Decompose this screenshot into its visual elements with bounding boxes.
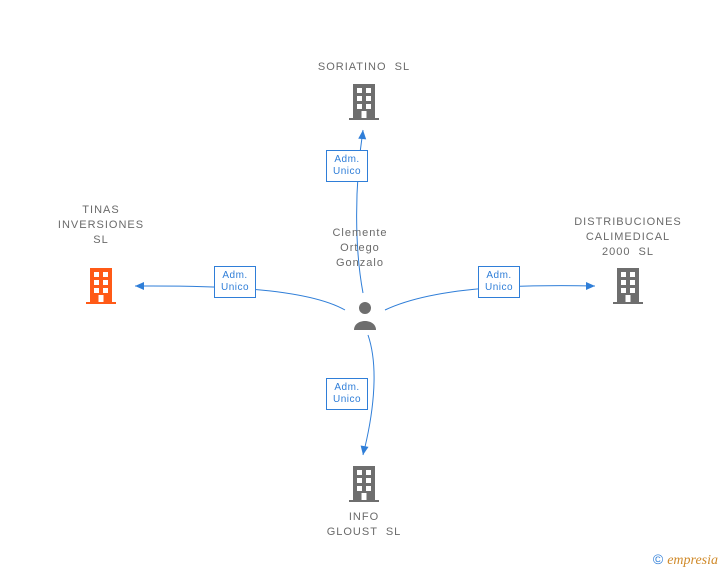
edge-label: Adm. Unico <box>326 150 368 182</box>
edge-arrow-icon <box>586 282 595 290</box>
building-icon <box>347 464 381 502</box>
company-label: TINAS INVERSIONES SL <box>21 203 181 248</box>
company-label: INFO GLOUST SL <box>284 510 444 540</box>
company-label: DISTRIBUCIONES CALIMEDICAL 2000 SL <box>548 215 708 260</box>
edge-label: Adm. Unico <box>478 266 520 298</box>
copyright-symbol: © <box>653 551 663 567</box>
person-icon <box>352 300 378 330</box>
edge-arrow-icon <box>359 445 368 455</box>
edge-arrow-icon <box>135 282 144 290</box>
watermark: © empresia <box>653 551 718 569</box>
building-icon <box>611 266 645 304</box>
company-label: SORIATINO SL <box>284 60 444 75</box>
center-person-label: Clemente Ortego Gonzalo <box>310 226 410 271</box>
edge-label: Adm. Unico <box>326 378 368 410</box>
building-icon <box>84 266 118 304</box>
watermark-brand: empresia <box>667 553 718 568</box>
edge-label: Adm. Unico <box>214 266 256 298</box>
building-icon <box>347 82 381 120</box>
edge-arrow-icon <box>358 130 367 140</box>
